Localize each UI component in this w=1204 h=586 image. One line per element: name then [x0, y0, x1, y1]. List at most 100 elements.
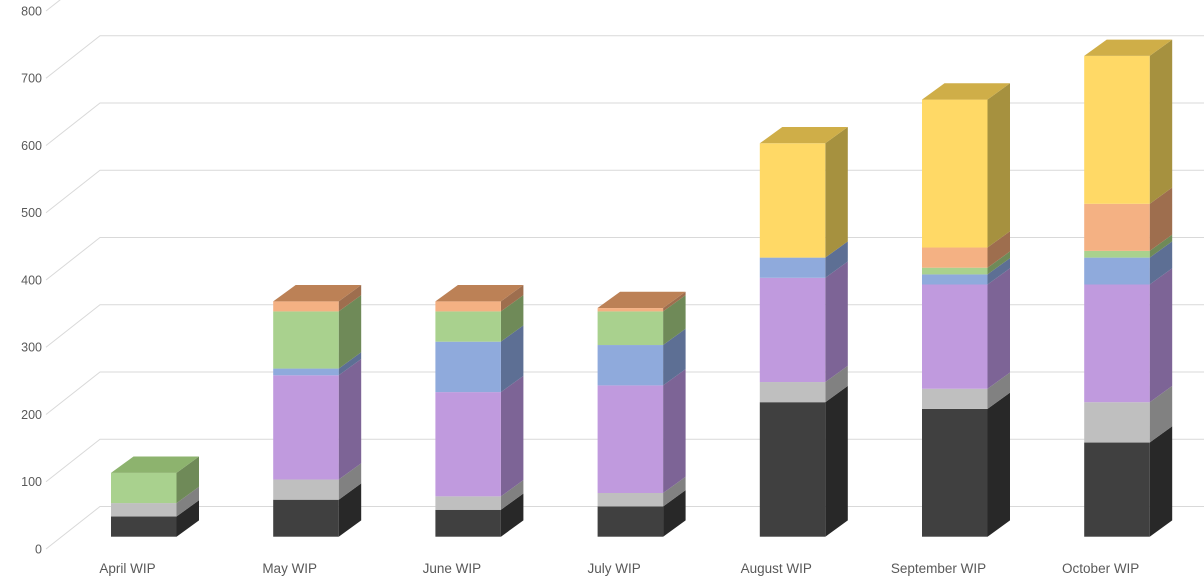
bar-segment-green — [922, 267, 988, 275]
y-axis-tick-label: 600 — [21, 139, 42, 153]
bar-segment-green — [435, 311, 501, 342]
y-axis-tick-label: 800 — [21, 4, 42, 18]
bar-segment-side-light-gray — [176, 486, 199, 517]
bar-segment-side-purple — [1149, 268, 1173, 403]
bar-segment-blue — [597, 345, 664, 386]
bar-segment-yellow — [759, 143, 826, 258]
bar-top-face-orange — [435, 285, 524, 302]
bar-segment-dark-gray — [922, 408, 988, 537]
bar-segment-side-dark-gray — [663, 490, 686, 537]
bar-segment-purple — [435, 392, 501, 497]
x-axis-category-label: August WIP — [741, 561, 812, 576]
bar-segment-purple — [273, 375, 339, 480]
bar-segment-blue — [922, 274, 988, 285]
bar-april-wip — [111, 456, 199, 537]
bar-segment-side-dark-gray — [338, 483, 362, 537]
bar-october-wip — [1084, 39, 1173, 537]
bar-segment-light-gray — [759, 382, 826, 403]
bar-segment-side-blue — [825, 241, 848, 278]
bar-segment-orange — [435, 301, 501, 312]
bar-segment-green — [597, 311, 664, 346]
bar-segment-side-orange — [987, 231, 1010, 268]
bar-top-face-orange — [597, 291, 686, 309]
bar-segment-side-yellow — [825, 126, 848, 258]
bar-segment-side-purple — [825, 261, 848, 383]
bar-top-face-yellow — [1084, 39, 1173, 56]
bar-segment-side-dark-gray — [987, 392, 1010, 537]
y-axis-tick-label: 400 — [21, 273, 42, 287]
bar-segment-side-dark-gray — [176, 500, 199, 537]
bar-segment-side-purple — [663, 369, 686, 493]
bar-segment-green — [111, 472, 177, 504]
bar-segment-purple — [759, 277, 826, 383]
gridline — [45, 237, 1204, 281]
bar-segment-side-purple — [338, 359, 362, 480]
bar-september-wip — [922, 83, 1010, 537]
bar-segment-side-dark-gray — [825, 385, 848, 537]
x-axis-category-label: June WIP — [423, 561, 482, 576]
bar-segment-side-purple — [987, 268, 1010, 389]
bar-segment-dark-gray — [111, 516, 177, 537]
bar-segment-light-gray — [1084, 402, 1150, 443]
x-axis-category-label: May WIP — [262, 561, 317, 576]
bar-segment-orange — [922, 247, 988, 268]
bar-june-wip — [435, 285, 524, 537]
bar-segment-side-light-gray — [825, 365, 848, 403]
bar-may-wip — [273, 285, 362, 537]
bar-segment-side-dark-gray — [1149, 426, 1173, 537]
bar-segment-yellow — [1084, 55, 1150, 204]
bar-segment-green — [273, 311, 339, 369]
bar-segment-purple — [922, 284, 988, 389]
bar-segment-dark-gray — [273, 499, 339, 537]
bar-segment-light-gray — [922, 388, 988, 409]
bar-segment-side-green — [987, 251, 1010, 275]
bar-segment-side-blue — [987, 258, 1010, 285]
y-axis-labels: 0 100 200 300 400 500 600 700 800 — [21, 4, 42, 556]
y-axis-tick-label: 100 — [21, 475, 42, 489]
bar-august-wip — [759, 126, 848, 537]
bar-segment-side-dark-gray — [500, 493, 524, 537]
y-axis-tick-label: 700 — [21, 72, 42, 86]
y-axis-tick-label: 500 — [21, 206, 42, 220]
bar-top-face-green — [111, 456, 199, 473]
bar-segment-orange — [1084, 203, 1150, 251]
bar-segment-dark-gray — [759, 402, 826, 537]
bar-segment-side-orange — [663, 291, 686, 312]
bar-segment-side-orange — [338, 285, 362, 312]
bar-segment-green — [1084, 250, 1150, 258]
bar-segment-side-light-gray — [338, 463, 362, 500]
bar-segment-side-blue — [663, 328, 686, 386]
bar-segment-side-purple — [500, 375, 524, 497]
bar-segment-side-light-gray — [663, 476, 686, 507]
bar-segment-side-green — [176, 456, 199, 504]
gridline — [45, 102, 1204, 146]
bar-segment-purple — [597, 385, 664, 493]
bar-segment-side-green — [1149, 234, 1173, 258]
bar-segment-side-orange — [500, 285, 524, 312]
bar-segment-light-gray — [435, 496, 501, 510]
y-axis-tick-label: 200 — [21, 408, 42, 422]
bar-segment-dark-gray — [1084, 442, 1150, 537]
x-axis-category-label: October WIP — [1062, 561, 1139, 576]
bar-segment-dark-gray — [597, 506, 664, 537]
gridline — [45, 35, 1204, 79]
bar-segment-side-yellow — [987, 83, 1010, 248]
bars — [111, 39, 1173, 537]
bar-top-face-yellow — [759, 126, 848, 144]
bar-segment-side-light-gray — [500, 480, 524, 510]
bar-segment-side-orange — [1149, 187, 1173, 251]
bar-segment-side-yellow — [1149, 39, 1173, 204]
bar-segment-side-light-gray — [1149, 385, 1173, 443]
bar-segment-light-gray — [273, 479, 339, 500]
x-axis-category-label: July WIP — [587, 561, 640, 576]
y-axis-tick-label: 300 — [21, 341, 42, 355]
bar-segment-side-light-gray — [987, 372, 1010, 409]
gridlines — [45, 0, 1204, 550]
gridline — [45, 169, 1204, 214]
bar-segment-side-green — [338, 295, 362, 369]
bar-segment-side-blue — [1149, 241, 1173, 285]
bar-segment-light-gray — [111, 503, 177, 517]
bar-top-face-yellow — [922, 83, 1010, 100]
